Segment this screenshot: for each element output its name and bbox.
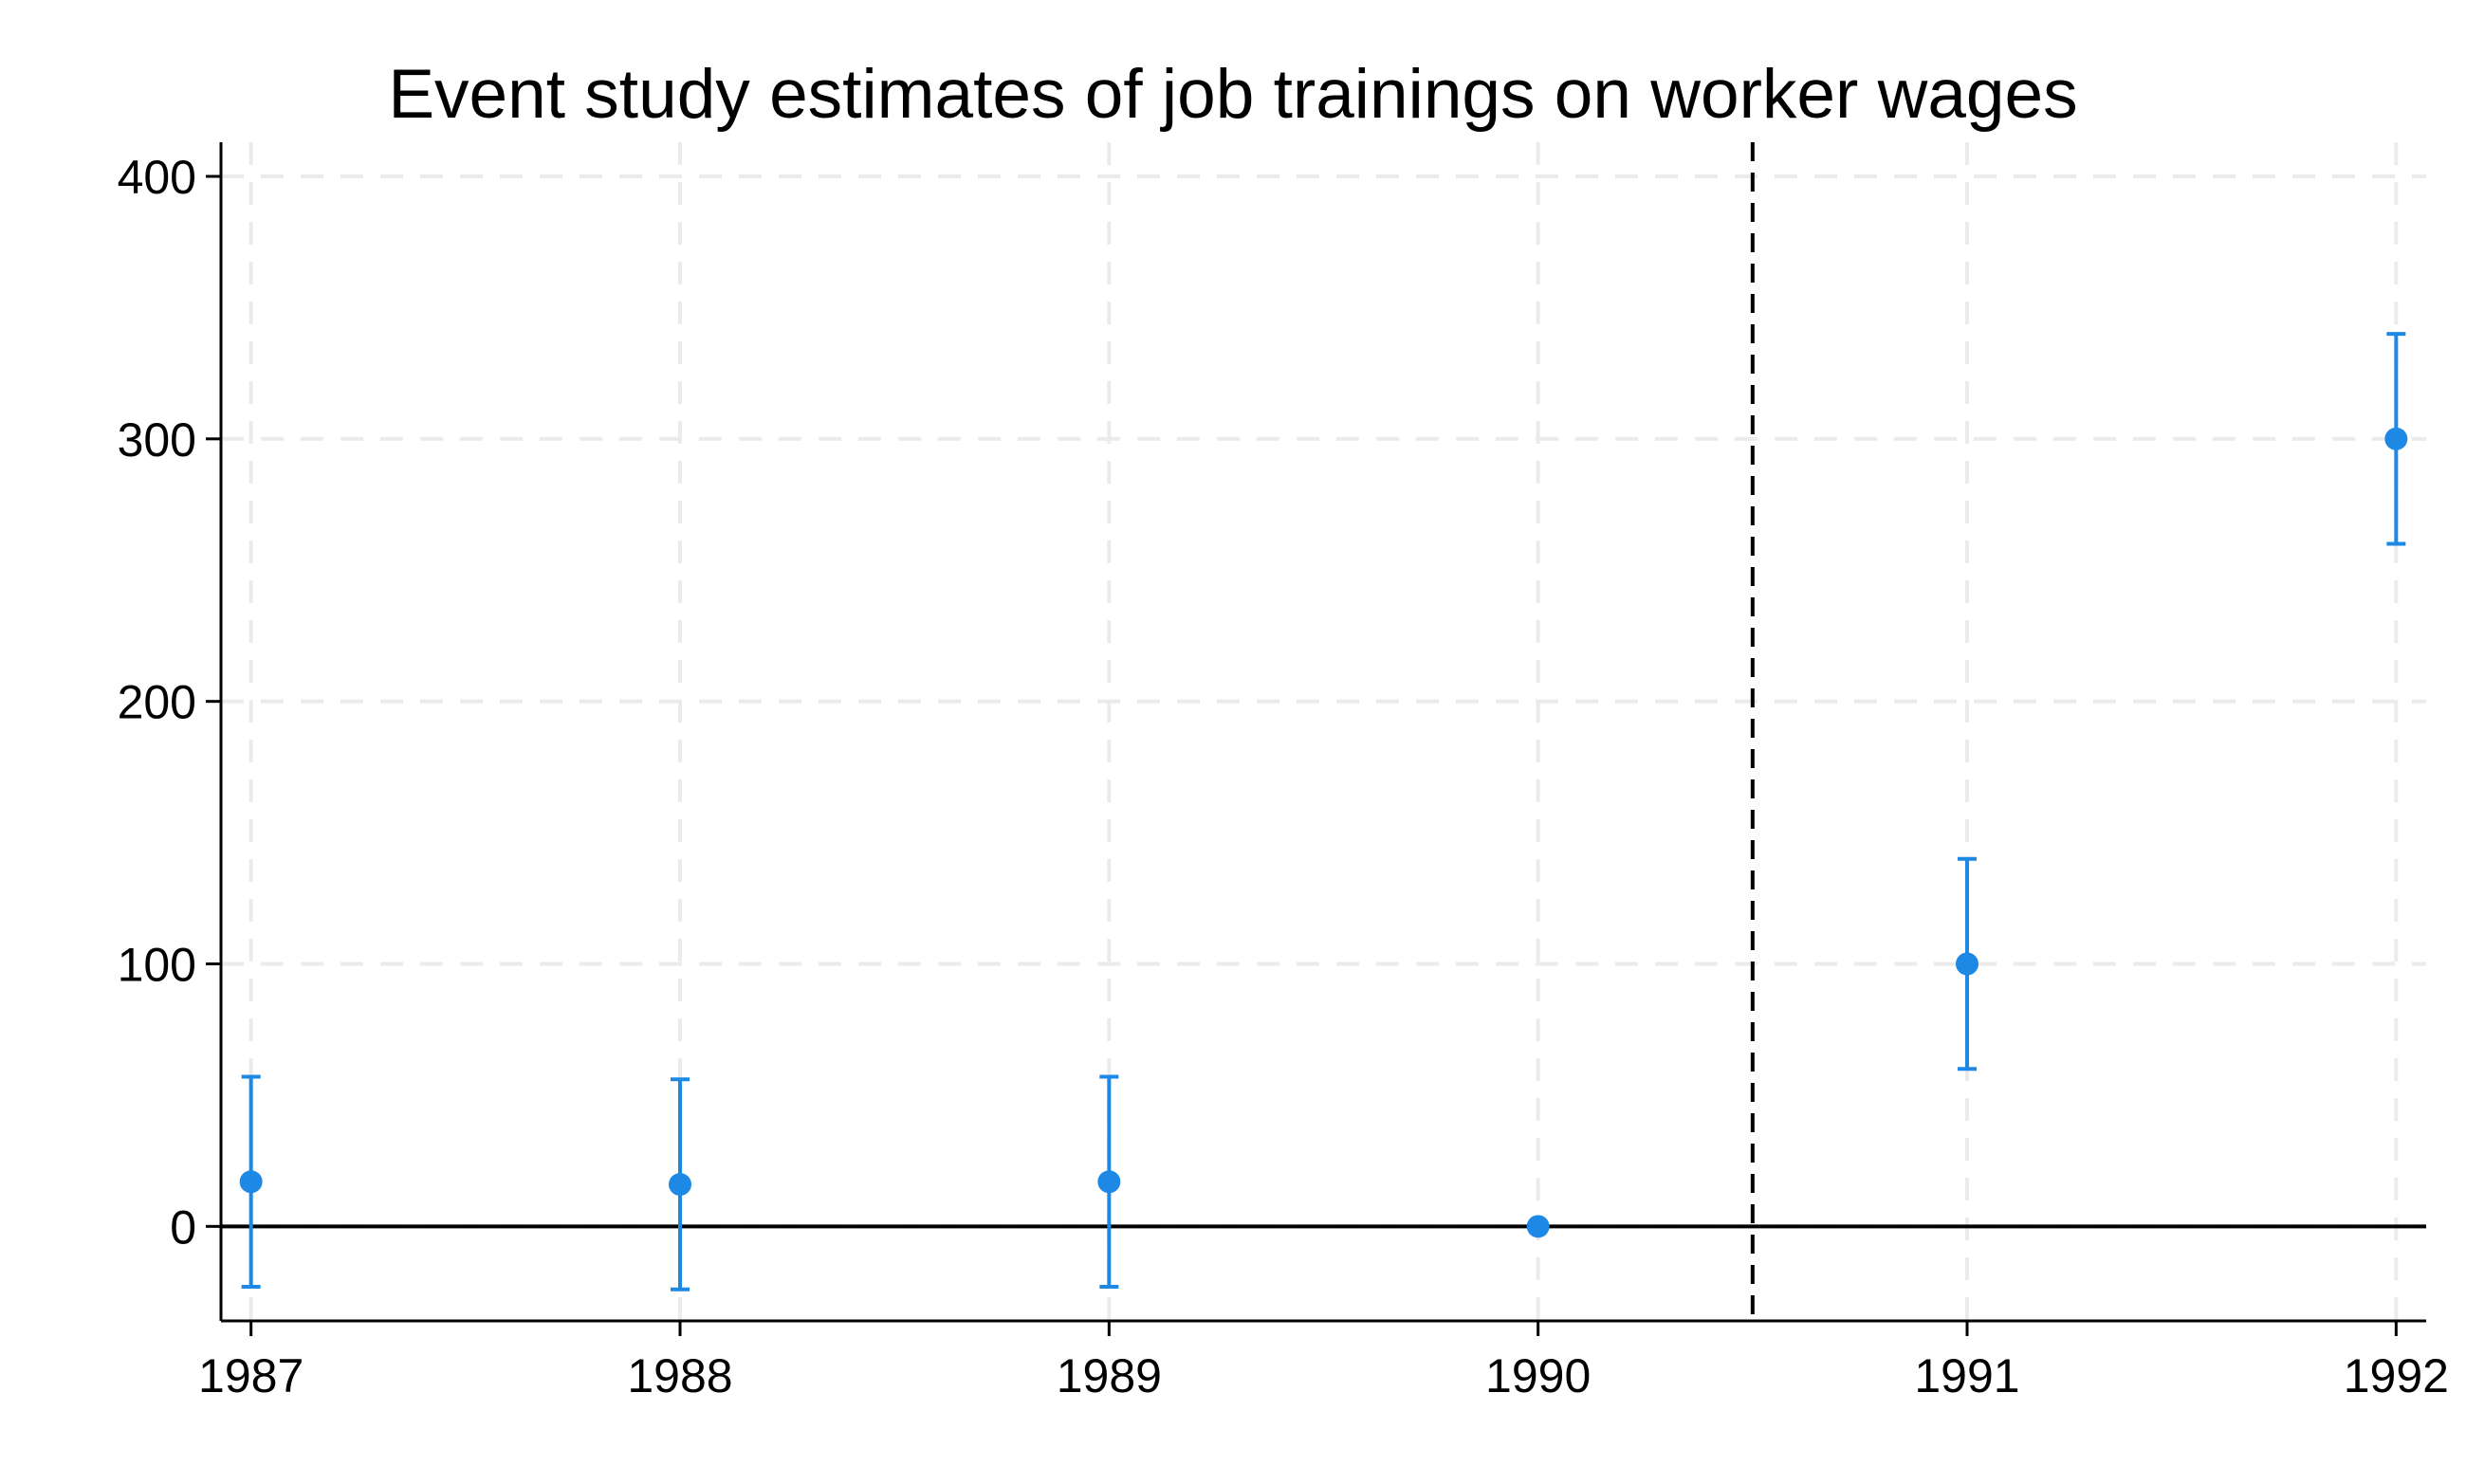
data-point (239, 1170, 263, 1194)
data-point (1956, 952, 1979, 976)
data-point (668, 1173, 691, 1197)
x-tick-label: 1987 (198, 1349, 304, 1402)
y-tick-label: 100 (118, 939, 196, 992)
y-tick-label: 400 (118, 151, 196, 204)
data-point (2384, 427, 2408, 450)
data-point (1526, 1215, 1550, 1238)
x-tick-label: 1989 (1057, 1349, 1162, 1402)
x-tick-label: 1988 (627, 1349, 732, 1402)
y-tick-label: 200 (118, 676, 196, 729)
chart-title: Event study estimates of job trainings o… (388, 56, 2078, 133)
x-tick-label: 1991 (1914, 1349, 2019, 1402)
y-tick-label: 0 (170, 1200, 196, 1254)
x-tick-label: 1992 (2344, 1349, 2449, 1402)
data-point (1097, 1170, 1121, 1194)
x-tick-label: 1990 (1485, 1349, 1591, 1402)
y-tick-label: 300 (118, 413, 196, 467)
